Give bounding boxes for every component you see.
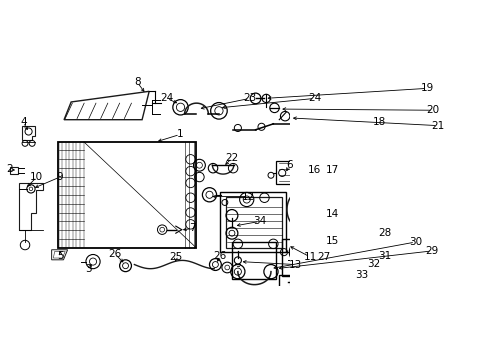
Text: 18: 18 — [372, 117, 386, 127]
Text: 29: 29 — [424, 246, 438, 256]
Text: 33: 33 — [355, 270, 368, 280]
Text: 26: 26 — [213, 251, 226, 261]
Text: 12: 12 — [242, 192, 255, 202]
Text: 20: 20 — [426, 105, 439, 115]
Bar — [58, 141, 196, 248]
Bar — [220, 192, 286, 252]
Text: 13: 13 — [288, 260, 301, 270]
Text: 30: 30 — [408, 237, 421, 247]
Bar — [276, 161, 305, 184]
Text: 11: 11 — [303, 252, 316, 262]
Bar — [279, 275, 329, 307]
Text: 17: 17 — [325, 165, 338, 175]
Text: 15: 15 — [325, 236, 338, 246]
Text: 31: 31 — [377, 251, 390, 261]
Text: 19: 19 — [420, 84, 433, 93]
Text: 25: 25 — [169, 252, 182, 262]
Text: 1: 1 — [176, 130, 183, 139]
Text: 3: 3 — [85, 264, 92, 274]
Text: 27: 27 — [316, 252, 329, 262]
Bar — [282, 239, 327, 276]
Text: 22: 22 — [225, 153, 238, 163]
Text: 7: 7 — [189, 224, 195, 234]
Text: 5: 5 — [57, 251, 64, 261]
Text: 34: 34 — [253, 216, 266, 226]
Text: 16: 16 — [307, 165, 321, 175]
Text: 24: 24 — [307, 93, 321, 103]
Text: 23: 23 — [243, 93, 256, 103]
Text: 10: 10 — [30, 172, 43, 182]
Text: 14: 14 — [325, 209, 338, 219]
Text: 21: 21 — [430, 121, 444, 131]
Text: 4: 4 — [20, 117, 26, 127]
Text: 2: 2 — [6, 165, 13, 174]
Text: 28: 28 — [377, 228, 390, 238]
Text: 24: 24 — [160, 93, 173, 103]
Text: 9: 9 — [57, 172, 63, 182]
Text: 6: 6 — [285, 160, 292, 170]
Text: 32: 32 — [366, 259, 380, 269]
Text: 8: 8 — [134, 77, 141, 87]
Bar — [231, 242, 276, 279]
Text: 26: 26 — [108, 249, 122, 259]
